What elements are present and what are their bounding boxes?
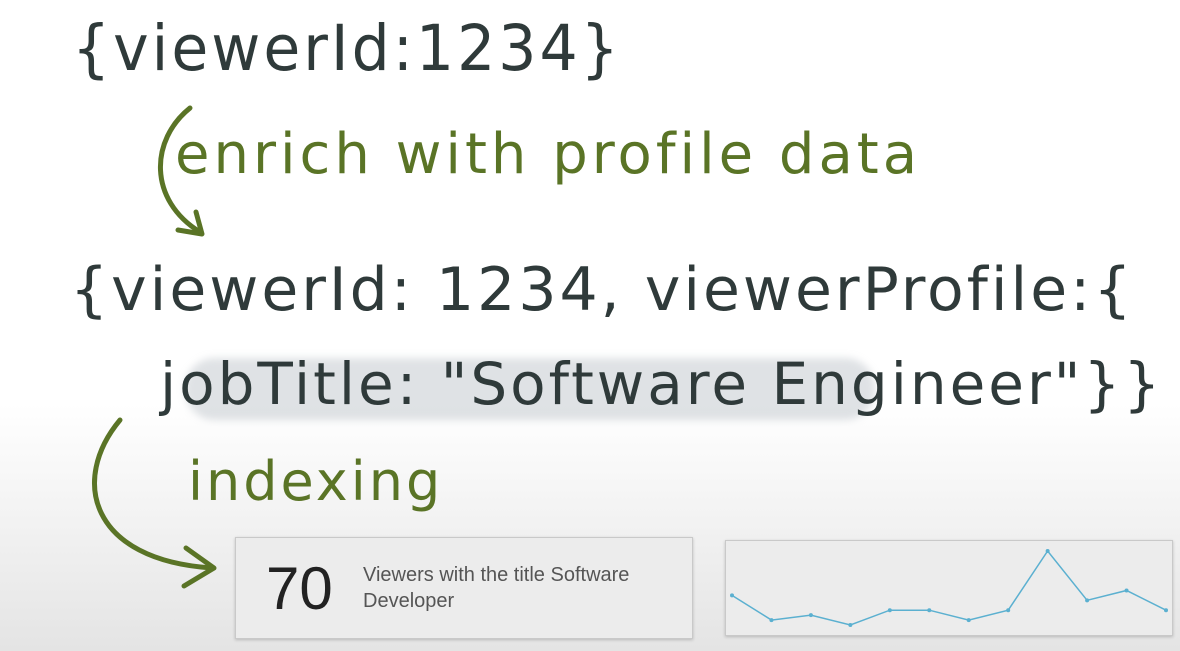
sparkline-point xyxy=(1124,588,1129,593)
sparkline-point xyxy=(927,608,932,613)
sparkline-point xyxy=(769,618,774,623)
sparkline-card xyxy=(725,540,1173,636)
enrich-annotation: enrich with profile data xyxy=(175,122,922,187)
sparkline-line xyxy=(731,549,1167,626)
sparkline-point xyxy=(1164,608,1168,613)
stat-label: Viewers with the title Software Develope… xyxy=(363,564,630,612)
stat-value: 70 xyxy=(266,555,333,622)
sparkline-point xyxy=(1085,598,1090,603)
indexing-arrow xyxy=(92,417,215,571)
enrich-arrow xyxy=(158,105,203,235)
sparkline-chart xyxy=(730,549,1168,627)
event-json-enriched-jobtitle: jobTitle: "Software Engineer"}} xyxy=(160,350,1164,418)
enrich-arrowhead xyxy=(175,209,205,237)
sparkline-point xyxy=(730,593,734,598)
event-json-original: {viewerId:1234} xyxy=(72,12,622,86)
sparkline-point xyxy=(1006,608,1011,613)
stat-card: 70 Viewers with the title Software Devel… xyxy=(235,537,693,639)
sparkline-point xyxy=(808,613,813,618)
sparkline-point xyxy=(887,608,892,613)
event-json-enriched: {viewerId: 1234, viewerProfile:{ xyxy=(70,255,1135,325)
indexing-arrowhead xyxy=(181,545,217,589)
indexing-annotation: indexing xyxy=(188,450,444,513)
sparkline-point xyxy=(966,618,971,623)
marker-highlight xyxy=(185,358,875,420)
sparkline-point xyxy=(848,623,853,627)
sparkline-point xyxy=(1045,549,1050,553)
